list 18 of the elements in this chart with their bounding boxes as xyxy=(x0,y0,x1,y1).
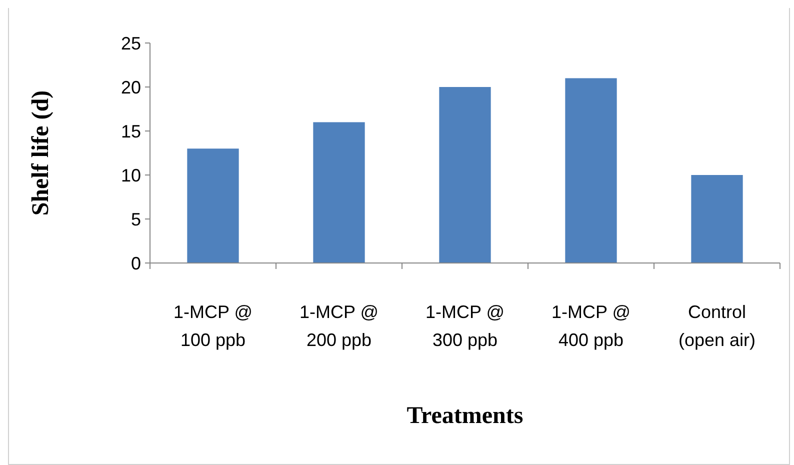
bar xyxy=(565,78,617,263)
x-tick-label: 1-MCP @ 400 ppb xyxy=(552,302,630,350)
y-tick-label: 10 xyxy=(120,165,141,186)
y-tick-label: 5 xyxy=(130,209,141,230)
y-axis-title: Shelf life (d) xyxy=(28,90,54,216)
bar xyxy=(439,87,491,263)
bar xyxy=(691,175,743,263)
y-tick-label: 0 xyxy=(130,253,141,274)
x-tick-label: 1-MCP @ 100 ppb xyxy=(174,302,252,350)
x-tick-label: 1-MCP @ 300 ppb xyxy=(426,302,504,350)
y-tick-label: 25 xyxy=(120,33,141,54)
bar xyxy=(313,122,365,263)
x-axis-title: Treatments xyxy=(406,403,524,429)
y-tick-label: 20 xyxy=(120,77,141,98)
x-tick-label: 1-MCP @ 200 ppb xyxy=(300,302,378,350)
x-tick-label: Control (open air) xyxy=(678,302,756,350)
y-tick-label: 15 xyxy=(120,121,141,142)
bar xyxy=(187,148,239,263)
